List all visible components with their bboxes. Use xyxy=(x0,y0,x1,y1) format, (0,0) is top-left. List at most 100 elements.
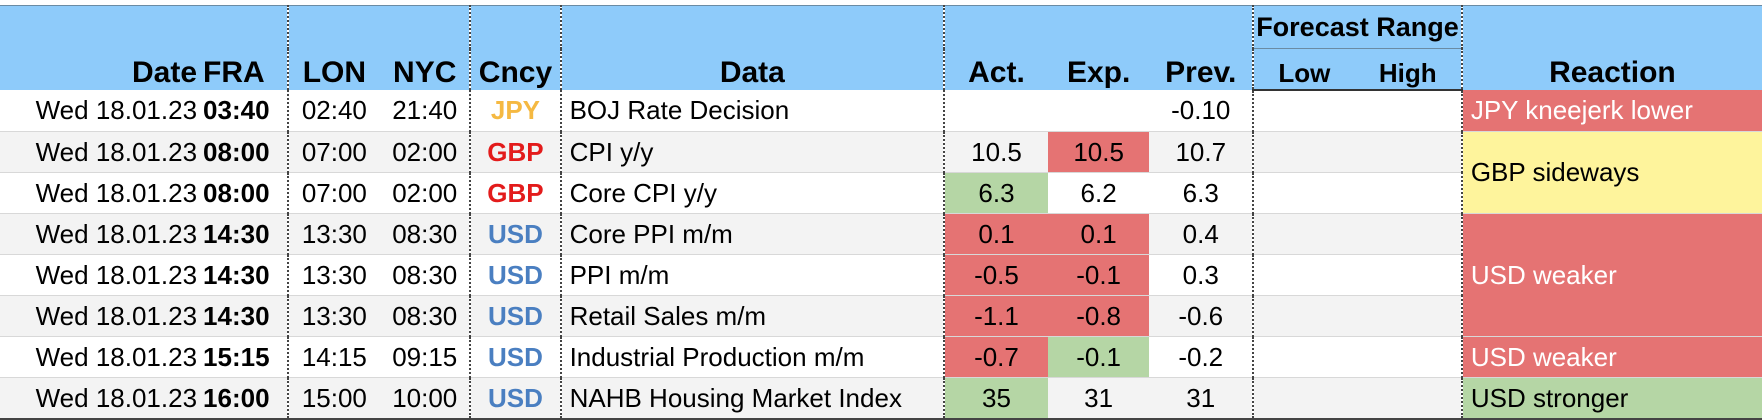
actual-cell: -0.5 xyxy=(943,254,1048,296)
lon-time-cell: 13:30 xyxy=(286,254,381,296)
table-row: Wed 18.01.23 14:30 13:30 08:30 USD Core … xyxy=(0,213,1762,337)
previous-cell: -0.2 xyxy=(1149,336,1254,378)
date-cell: Wed 18.01.23 xyxy=(0,377,204,420)
actual-cell: 35 xyxy=(943,377,1048,420)
reaction-cell: USD weaker xyxy=(1460,213,1762,337)
previous-cell: 10.7 xyxy=(1149,131,1254,173)
currency-cell: GBP xyxy=(469,131,561,173)
forecast-high-cell xyxy=(1354,336,1462,378)
nyc-time-cell: 08:30 xyxy=(380,295,471,337)
fra-time-cell: 14:30 xyxy=(203,254,288,296)
lon-time-cell: 14:15 xyxy=(286,336,381,378)
table-row: Wed 18.01.23 14:30 13:30 08:30 USD PPI m… xyxy=(0,254,1762,296)
forecast-low-cell xyxy=(1252,213,1355,255)
forecast-high-cell xyxy=(1354,131,1462,173)
fra-time-cell: 14:30 xyxy=(203,295,288,337)
actual-cell xyxy=(943,90,1048,132)
table-row: Wed 18.01.23 16:00 15:00 10:00 USD NAHB … xyxy=(0,377,1762,420)
nyc-time-cell: 09:15 xyxy=(380,336,471,378)
forecast-high-cell xyxy=(1354,254,1462,296)
forecast-low-cell xyxy=(1252,90,1355,132)
lon-time-cell: 15:00 xyxy=(286,377,381,420)
header-prev: Prev. xyxy=(1149,5,1254,90)
data-name-cell: Core CPI y/y xyxy=(559,172,945,214)
expected-cell xyxy=(1047,90,1150,132)
expected-cell: -0.1 xyxy=(1047,254,1150,296)
date-cell: Wed 18.01.23 xyxy=(0,172,204,214)
economic-calendar-table: Date FRA LON NYC Cncy Data Act. Exp. Pre… xyxy=(0,5,1762,420)
previous-cell: 0.4 xyxy=(1149,213,1254,255)
nyc-time-cell: 08:30 xyxy=(380,213,471,255)
reaction-cell: USD weaker xyxy=(1460,336,1762,378)
data-name-cell: CPI y/y xyxy=(559,131,945,173)
fra-time-cell: 08:00 xyxy=(203,131,288,173)
table-row: Wed 18.01.23 08:00 07:00 02:00 GBP CPI y… xyxy=(0,131,1762,214)
currency-cell: GBP xyxy=(469,172,561,214)
currency-cell: USD xyxy=(469,377,561,420)
forecast-low-cell xyxy=(1252,295,1355,337)
nyc-time-cell: 02:00 xyxy=(380,172,471,214)
data-name-cell: PPI m/m xyxy=(559,254,945,296)
expected-cell: -0.1 xyxy=(1047,336,1150,378)
forecast-high-cell xyxy=(1354,90,1462,132)
date-cell: Wed 18.01.23 xyxy=(0,213,204,255)
table-row: Wed 18.01.23 15:15 14:15 09:15 USD Indus… xyxy=(0,336,1762,378)
lon-time-cell: 07:00 xyxy=(286,172,381,214)
forecast-low-cell xyxy=(1252,172,1355,214)
date-cell: Wed 18.01.23 xyxy=(0,295,204,337)
forecast-high-cell xyxy=(1354,213,1462,255)
nyc-time-cell: 10:00 xyxy=(380,377,471,420)
header-high: High xyxy=(1354,48,1462,91)
date-cell: Wed 18.01.23 xyxy=(0,254,204,296)
header-exp: Exp. xyxy=(1047,5,1150,90)
nyc-time-cell: 21:40 xyxy=(380,90,471,132)
forecast-low-cell xyxy=(1252,254,1355,296)
forecast-high-cell xyxy=(1354,295,1462,337)
header-cncy: Cncy xyxy=(469,5,561,90)
date-cell: Wed 18.01.23 xyxy=(0,336,204,378)
previous-cell: 6.3 xyxy=(1149,172,1254,214)
header-forecast-range: Forecast Range xyxy=(1252,5,1462,49)
actual-cell: 10.5 xyxy=(943,131,1048,173)
forecast-low-cell xyxy=(1252,336,1355,378)
lon-time-cell: 13:30 xyxy=(286,295,381,337)
actual-cell: 6.3 xyxy=(943,172,1048,214)
currency-cell: JPY xyxy=(469,90,561,132)
previous-cell: 0.3 xyxy=(1149,254,1254,296)
lon-time-cell: 13:30 xyxy=(286,213,381,255)
actual-cell: 0.1 xyxy=(943,213,1048,255)
expected-cell: 31 xyxy=(1047,377,1150,420)
actual-cell: -0.7 xyxy=(943,336,1048,378)
table-row: Wed 18.01.23 08:00 07:00 02:00 GBP Core … xyxy=(0,172,1762,214)
expected-cell: -0.8 xyxy=(1047,295,1150,337)
data-name-cell: NAHB Housing Market Index xyxy=(559,377,945,420)
fra-time-cell: 16:00 xyxy=(203,377,288,420)
data-name-cell: BOJ Rate Decision xyxy=(559,90,945,132)
expected-cell: 0.1 xyxy=(1047,213,1150,255)
header-date: Date xyxy=(0,5,204,90)
forecast-low-cell xyxy=(1252,131,1355,173)
header-act: Act. xyxy=(943,5,1048,90)
previous-cell: -0.6 xyxy=(1149,295,1254,337)
actual-cell: -1.1 xyxy=(943,295,1048,337)
header-reaction: Reaction xyxy=(1460,5,1762,90)
header-lon: LON xyxy=(286,5,381,90)
lon-time-cell: 02:40 xyxy=(286,90,381,132)
reaction-cell: GBP sideways xyxy=(1460,131,1762,214)
fra-time-cell: 08:00 xyxy=(203,172,288,214)
header-nyc: NYC xyxy=(380,5,471,90)
date-cell: Wed 18.01.23 xyxy=(0,131,204,173)
table-row: Wed 18.01.23 03:40 02:40 21:40 JPY BOJ R… xyxy=(0,90,1762,132)
nyc-time-cell: 08:30 xyxy=(380,254,471,296)
data-name-cell: Core PPI m/m xyxy=(559,213,945,255)
forecast-high-cell xyxy=(1354,377,1462,420)
previous-cell: 31 xyxy=(1149,377,1254,420)
nyc-time-cell: 02:00 xyxy=(380,131,471,173)
date-cell: Wed 18.01.23 xyxy=(0,90,204,132)
data-name-cell: Industrial Production m/m xyxy=(559,336,945,378)
reaction-cell: JPY kneejerk lower xyxy=(1460,90,1762,132)
fra-time-cell: 14:30 xyxy=(203,213,288,255)
data-name-cell: Retail Sales m/m xyxy=(559,295,945,337)
previous-cell: -0.10 xyxy=(1149,90,1254,132)
reaction-cell: USD stronger xyxy=(1460,377,1762,420)
